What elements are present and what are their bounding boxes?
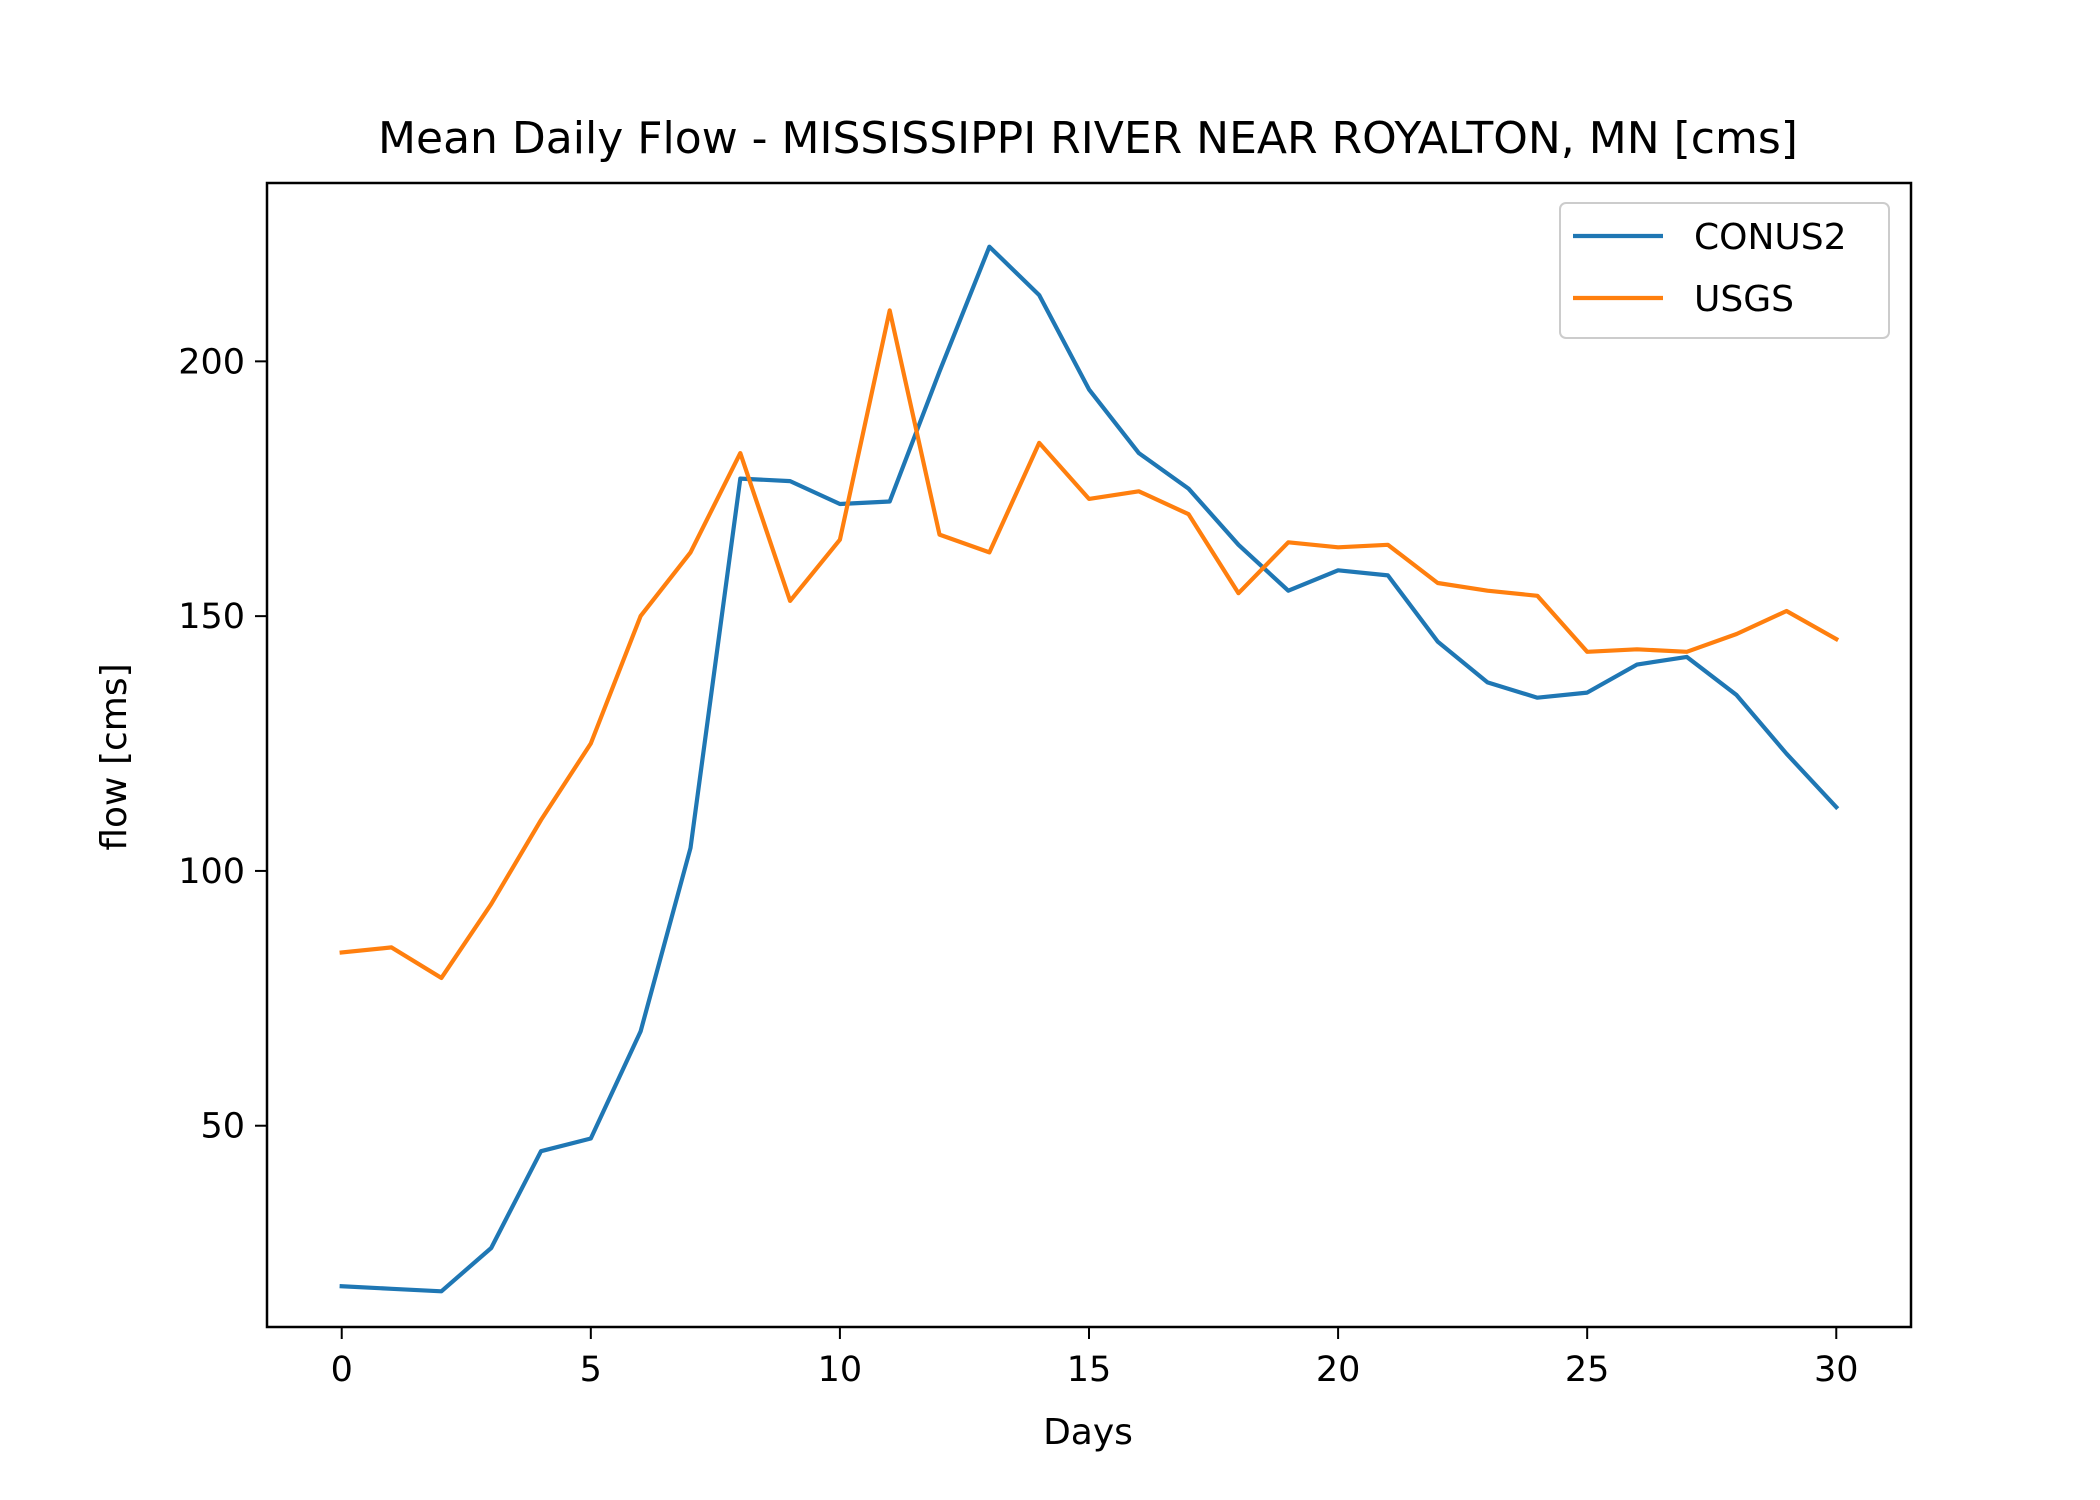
ticks-layer: 0 5 10 15 20 25 30 50 100 150 200 <box>178 342 1858 1390</box>
x-axis-label: Days <box>1043 1412 1133 1453</box>
series-line-usgs <box>339 308 1840 981</box>
plot-frame <box>265 181 1913 1329</box>
y-tick-label-150: 150 <box>178 597 245 637</box>
x-tick-label-10: 10 <box>818 1350 863 1390</box>
y-axis-label: flow [cms] <box>94 663 135 850</box>
x-tick-label-5: 5 <box>580 1350 602 1390</box>
x-tick-label-30: 30 <box>1814 1350 1859 1390</box>
legend: CONUS2 USGS <box>1559 202 1890 339</box>
x-tick-label-20: 20 <box>1316 1350 1361 1390</box>
x-tick-label-15: 15 <box>1067 1350 1112 1390</box>
legend-label-conus2: CONUS2 <box>1694 217 1847 258</box>
series-line-conus2 <box>339 244 1840 1294</box>
y-tick-label-200: 200 <box>178 342 245 382</box>
y-tick-label-100: 100 <box>178 852 245 892</box>
y-tick-label-50: 50 <box>200 1107 245 1147</box>
series-layer <box>339 244 1840 1294</box>
x-tick-label-25: 25 <box>1565 1350 1610 1390</box>
chart-title: Mean Daily Flow - MISSISSIPPI RIVER NEAR… <box>378 113 1798 164</box>
x-tick-label-0: 0 <box>331 1350 353 1390</box>
legend-label-usgs: USGS <box>1694 279 1794 320</box>
